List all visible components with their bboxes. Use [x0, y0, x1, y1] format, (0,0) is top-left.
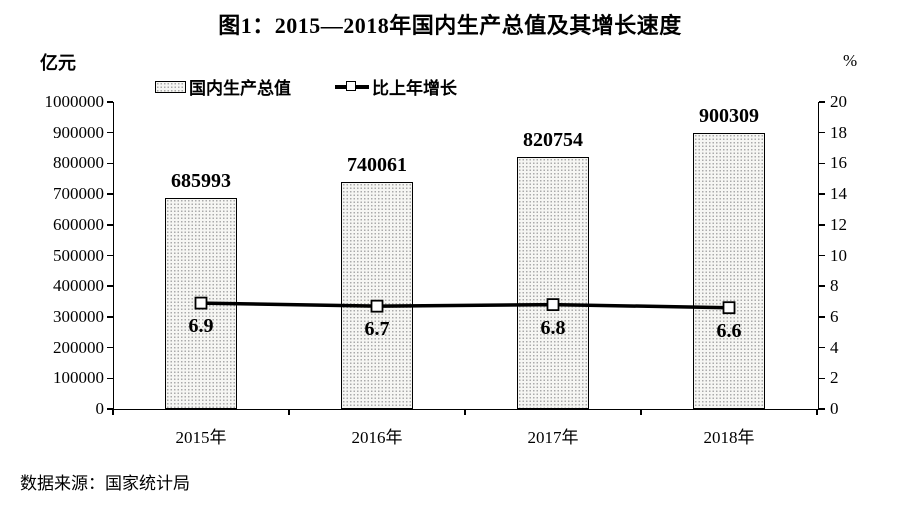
right-axis-tick-label: 18 — [830, 122, 847, 142]
x-axis-tick-mark — [816, 409, 818, 415]
right-axis-tick-mark — [818, 224, 825, 226]
left-axis-tick-label: 800000 — [53, 153, 104, 173]
chart-title: 图1：2015—2018年国内生产总值及其增长速度 — [218, 13, 682, 38]
left-axis-tick-label: 1000000 — [44, 92, 105, 111]
gdp-bar-value-label: 740061 — [347, 153, 407, 176]
right-axis-tick-label: 14 — [830, 184, 847, 204]
left-axis-tick-mark — [107, 101, 113, 103]
right-axis-tick-label: 8 — [830, 276, 839, 296]
left-axis-tick-label: 300000 — [53, 306, 104, 326]
left-axis-tick-label: 400000 — [53, 276, 104, 296]
left-axis-tick-mark — [107, 224, 113, 226]
left-axis-tick-label: 0 — [95, 399, 105, 418]
gdp-bar-2017年 — [517, 157, 589, 409]
x-axis-category-label: 2017年 — [527, 428, 579, 447]
left-axis-tick-label: 200000 — [53, 337, 104, 357]
right-axis-tick-mark — [818, 377, 825, 380]
x-axis-category-label: 2016年 — [351, 428, 403, 447]
data-source-note: 数据来源：国家统计局 — [20, 474, 190, 493]
right-axis-tick-label: 0 — [830, 399, 839, 418]
left-axis-tick-mark — [107, 193, 113, 195]
right-axis-tick-label: 4 — [830, 337, 839, 357]
growth-marker-2018年 — [722, 301, 736, 315]
x-axis-tick-mark — [464, 409, 466, 415]
x-axis-category-label: 2018年 — [703, 428, 755, 447]
growth-value-label: 6.7 — [364, 318, 390, 341]
right-axis-tick-mark — [818, 408, 825, 410]
left-axis-tick-mark — [107, 346, 113, 349]
growth-value-label: 6.9 — [188, 315, 214, 338]
left-axis-tick-mark — [107, 254, 113, 257]
left-axis-tick-mark — [107, 316, 113, 318]
x-axis-tick-mark — [112, 409, 114, 415]
chart-legend: 国内生产总值 比上年增长 — [155, 74, 457, 99]
left-axis-tick-label: 500000 — [53, 245, 104, 265]
right-axis-tick-label: 20 — [830, 92, 847, 111]
gdp-bar-value-label: 900309 — [699, 104, 759, 127]
left-axis-tick-label: 700000 — [53, 184, 104, 204]
growth-marker-2015年 — [194, 296, 208, 310]
right-axis-tick-mark — [818, 193, 825, 195]
right-axis-tick-mark — [818, 316, 825, 318]
gdp-bar-2016年 — [341, 181, 413, 409]
left-axis-tick-mark — [107, 285, 113, 287]
legend-item-growth: 比上年增长 — [335, 74, 457, 99]
legend-gdp-label: 国内生产总值 — [189, 79, 291, 98]
gdp-bar-swatch-icon — [155, 80, 186, 93]
right-axis-tick-label: 6 — [830, 306, 839, 326]
left-axis-unit-label: 亿元 — [40, 53, 76, 73]
left-axis-tick-mark — [107, 131, 113, 134]
growth-marker-2017年 — [546, 298, 560, 312]
x-axis-category-label: 2015年 — [175, 428, 227, 447]
right-axis-tick-label: 16 — [830, 153, 847, 173]
growth-line — [194, 296, 736, 315]
legend-growth-label: 比上年增长 — [372, 79, 457, 98]
left-axis-tick-mark — [107, 408, 113, 410]
right-axis-tick-mark — [818, 285, 825, 287]
right-axis-tick-mark — [818, 254, 825, 257]
right-axis-tick-label: 2 — [830, 368, 839, 388]
right-axis-tick-label: 12 — [830, 214, 847, 234]
right-axis-tick-mark — [818, 346, 825, 349]
growth-value-label: 6.6 — [716, 319, 742, 342]
growth-value-label: 6.8 — [540, 316, 566, 339]
right-axis-tick-mark — [818, 131, 825, 134]
left-axis-tick-mark — [107, 377, 113, 380]
left-axis-tick-label: 900000 — [53, 122, 104, 142]
right-axis-tick-mark — [818, 162, 825, 165]
right-axis-tick-label: 10 — [830, 245, 847, 265]
gdp-bar-value-label: 685993 — [171, 170, 231, 193]
left-axis-tick-label: 600000 — [53, 214, 104, 234]
x-axis-tick-mark — [288, 409, 290, 415]
left-axis-tick-label: 100000 — [53, 368, 104, 388]
right-axis-unit-label: % — [843, 51, 858, 70]
gdp-bar-2018年 — [693, 132, 765, 409]
left-axis-tick-mark — [107, 162, 113, 165]
right-axis-tick-mark — [818, 101, 825, 103]
gdp-bar-value-label: 820754 — [523, 129, 583, 152]
growth-line-swatch-icon — [335, 80, 369, 93]
growth-marker-2016年 — [370, 299, 384, 313]
legend-item-gdp: 国内生产总值 — [155, 74, 291, 99]
x-axis-tick-mark — [640, 409, 642, 415]
